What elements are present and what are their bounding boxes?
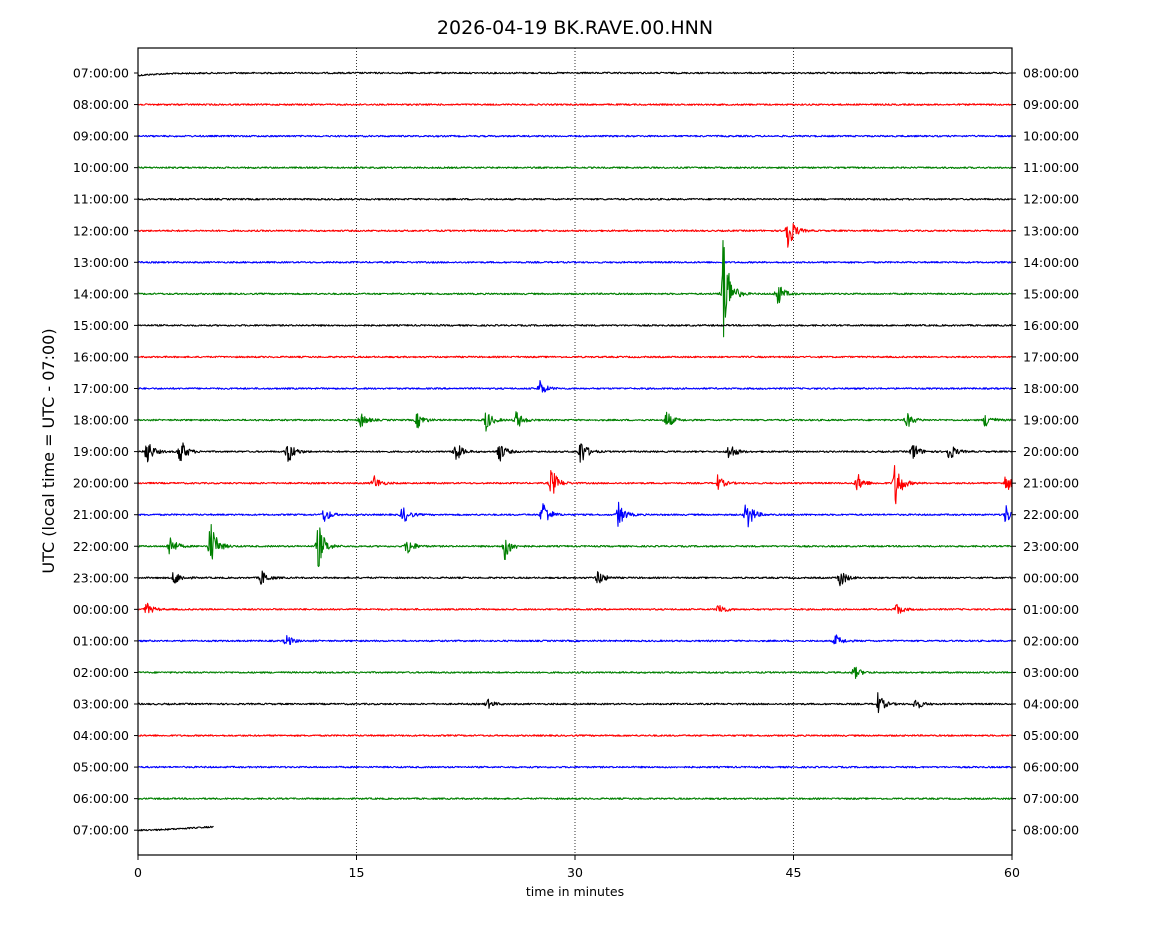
- local-time-label: 19:00:00: [1023, 413, 1079, 428]
- local-time-label: 20:00:00: [1023, 444, 1079, 459]
- trace-070000: [137, 71, 1012, 77]
- local-time-label: 23:00:00: [1023, 539, 1079, 554]
- x-tick-label: 45: [786, 865, 802, 880]
- local-time-label: 22:00:00: [1023, 507, 1079, 522]
- trace-160000: [137, 355, 1012, 359]
- utc-time-label: 13:00:00: [73, 255, 129, 270]
- local-time-label: 15:00:00: [1023, 286, 1079, 301]
- local-time-label: 04:00:00: [1023, 697, 1079, 712]
- trace-090000: [137, 134, 1012, 138]
- trace-170000: [137, 380, 1013, 393]
- x-tick-label: 30: [567, 865, 583, 880]
- local-time-label: 18:00:00: [1023, 381, 1079, 396]
- utc-time-label: 07:00:00: [73, 66, 129, 81]
- trace-040000: [137, 734, 1012, 737]
- local-time-label: 09:00:00: [1023, 97, 1079, 112]
- trace-020000: [137, 666, 1012, 680]
- local-time-label: 14:00:00: [1023, 255, 1079, 270]
- local-time-label: 00:00:00: [1023, 570, 1079, 585]
- local-time-label: 02:00:00: [1023, 633, 1079, 648]
- utc-time-label: 19:00:00: [73, 444, 129, 459]
- trace-080000: [137, 103, 1012, 106]
- local-time-label: 21:00:00: [1023, 476, 1079, 491]
- local-time-label: 10:00:00: [1023, 129, 1079, 144]
- seismic-traces: [137, 71, 1013, 832]
- left-utc-tick-labels: 07:00:00 08:00:00 09:00:00 10:00:00 11:00:00…: [73, 66, 138, 838]
- utc-time-label: 16:00:00: [73, 349, 129, 364]
- utc-time-label: 04:00:00: [73, 728, 129, 743]
- local-time-label: 16:00:00: [1023, 318, 1079, 333]
- trace-210000: [137, 501, 1013, 528]
- utc-time-label: 22:00:00: [73, 539, 129, 554]
- utc-time-label: 09:00:00: [73, 129, 129, 144]
- utc-time-label: 02:00:00: [73, 665, 129, 680]
- trace-060000: [137, 797, 1013, 800]
- local-time-label: 01:00:00: [1023, 602, 1079, 617]
- local-time-label: 11:00:00: [1023, 160, 1079, 175]
- trace-120000: [137, 222, 1012, 248]
- grid-lines: [356, 48, 794, 855]
- local-time-label: 05:00:00: [1023, 728, 1079, 743]
- x-axis-label: time in minutes: [526, 884, 624, 899]
- utc-time-label: 05:00:00: [73, 760, 129, 775]
- utc-time-label: 10:00:00: [73, 160, 129, 175]
- utc-time-label: 11:00:00: [73, 192, 129, 207]
- local-time-label: 07:00:00: [1023, 791, 1079, 806]
- utc-time-label: 20:00:00: [73, 476, 129, 491]
- utc-time-label: 12:00:00: [73, 223, 129, 238]
- y-axis-label: UTC (local time = UTC - 07:00): [39, 328, 58, 573]
- utc-time-label: 14:00:00: [73, 286, 129, 301]
- utc-time-label: 00:00:00: [73, 602, 129, 617]
- trace-100000: [137, 166, 1012, 169]
- trace-130000: [137, 260, 1012, 264]
- x-tick-label: 60: [1004, 865, 1020, 880]
- local-time-label: 13:00:00: [1023, 223, 1079, 238]
- utc-time-label: 06:00:00: [73, 791, 129, 806]
- local-time-label: 12:00:00: [1023, 192, 1079, 207]
- trace-110000: [137, 197, 1012, 201]
- utc-time-label: 01:00:00: [73, 633, 129, 648]
- utc-time-label: 23:00:00: [73, 570, 129, 585]
- utc-time-label: 07:00:00: [73, 823, 129, 838]
- x-axis-ticks: 0 15 30 45 60: [134, 855, 1020, 880]
- trace-050000: [137, 765, 1012, 769]
- x-tick-label: 0: [134, 865, 142, 880]
- local-time-label: 08:00:00: [1023, 823, 1079, 838]
- utc-time-label: 17:00:00: [73, 381, 129, 396]
- local-time-label: 03:00:00: [1023, 665, 1079, 680]
- utc-time-label: 18:00:00: [73, 413, 129, 428]
- trace-030000: [137, 692, 1013, 714]
- trace-000000: [137, 602, 1012, 615]
- local-time-label: 17:00:00: [1023, 349, 1079, 364]
- trace-180000: [137, 411, 1012, 432]
- trace-150000: [137, 324, 1012, 327]
- utc-time-label: 15:00:00: [73, 318, 129, 333]
- local-time-label: 06:00:00: [1023, 760, 1079, 775]
- trace-220000: [137, 523, 1012, 568]
- trace-230000: [137, 570, 1013, 587]
- chart-title: 2026-04-19 BK.RAVE.00.HNN: [437, 17, 713, 39]
- trace-190000: [137, 442, 1013, 463]
- trace-010000: [137, 634, 1012, 645]
- trace-070000-end: [137, 825, 214, 832]
- utc-time-label: 08:00:00: [73, 97, 129, 112]
- x-tick-label: 15: [349, 865, 365, 880]
- utc-time-label: 21:00:00: [73, 507, 129, 522]
- trace-200000: [137, 465, 1013, 505]
- utc-time-label: 03:00:00: [73, 697, 129, 712]
- right-local-tick-labels: 08:00:00 09:00:00 10:00:00 11:00:00 12:00:00…: [1012, 66, 1079, 838]
- local-time-label: 08:00:00: [1023, 66, 1079, 81]
- trace-140000: [138, 240, 1013, 338]
